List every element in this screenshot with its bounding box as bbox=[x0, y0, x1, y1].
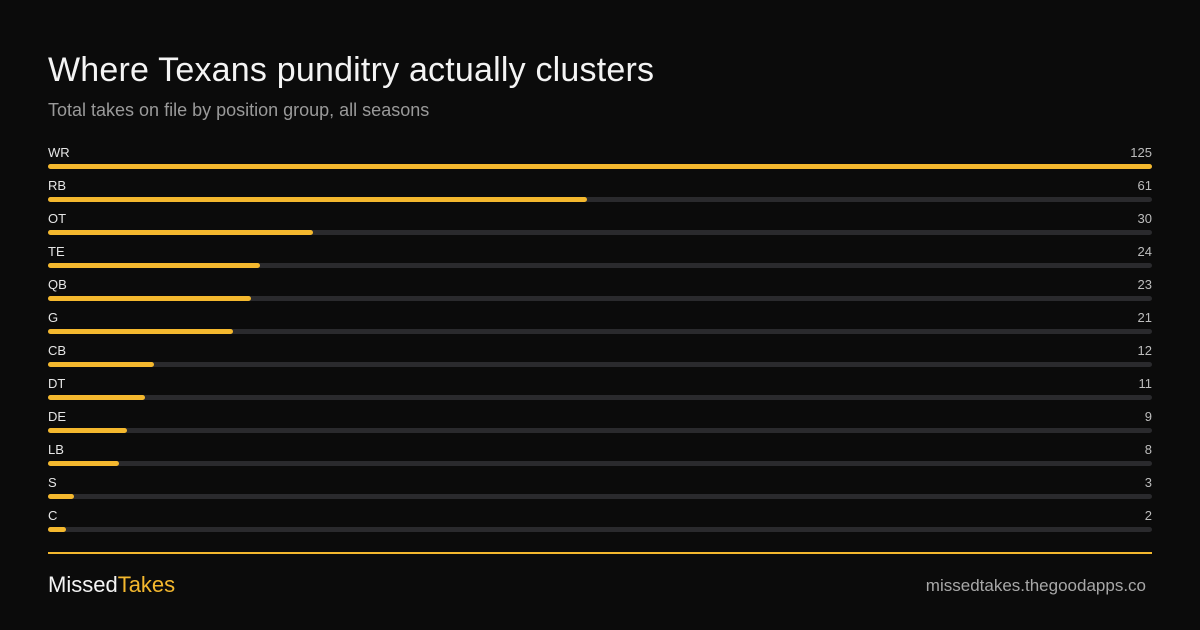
chart-subtitle: Total takes on file by position group, a… bbox=[48, 100, 430, 120]
value-label: 12 bbox=[1137, 343, 1152, 358]
value-label: 8 bbox=[1144, 442, 1152, 457]
site-url: missedtakes.thegoodapps.co bbox=[925, 576, 1146, 595]
value-label: 2 bbox=[1144, 508, 1152, 523]
category-label: OT bbox=[48, 211, 67, 226]
bar bbox=[48, 296, 252, 301]
bar-row: WR 125 bbox=[48, 145, 1152, 178]
value-label: 61 bbox=[1137, 178, 1152, 193]
bar-track bbox=[48, 329, 1152, 334]
bar-row: LB 8 bbox=[48, 442, 1152, 475]
bar-track bbox=[48, 197, 1152, 202]
category-label: DT bbox=[48, 376, 66, 391]
brand-name-second: Takes bbox=[117, 572, 176, 597]
bar-row: DE 9 bbox=[48, 409, 1152, 442]
bar-track bbox=[48, 362, 1152, 367]
category-label: G bbox=[48, 310, 59, 325]
category-label: S bbox=[48, 475, 57, 490]
value-label: 23 bbox=[1137, 277, 1152, 292]
bar bbox=[48, 494, 75, 499]
bar bbox=[48, 164, 1152, 169]
bar bbox=[48, 329, 234, 334]
category-label: C bbox=[48, 508, 58, 523]
category-label: CB bbox=[48, 343, 67, 358]
bar-track bbox=[48, 395, 1152, 400]
bar-track bbox=[48, 164, 1152, 169]
bar bbox=[48, 362, 154, 367]
chart-title: Where Texans punditry actually clusters bbox=[48, 51, 655, 89]
category-label: DE bbox=[48, 409, 67, 424]
category-label: TE bbox=[48, 244, 65, 259]
bar bbox=[48, 197, 587, 202]
category-label: QB bbox=[48, 277, 67, 292]
category-label: RB bbox=[48, 178, 67, 193]
bar-row: DT 11 bbox=[48, 376, 1152, 409]
bar-track bbox=[48, 263, 1152, 268]
bar bbox=[48, 395, 146, 400]
bar-chart: WR 125 RB 61 OT 30 TE 24 QB 23 G 21 CB 12 DT 11 DE 9 LB 8 S 3… bbox=[48, 145, 1152, 541]
bar-track bbox=[48, 296, 1152, 301]
bar bbox=[48, 527, 66, 532]
bar-row: RB 61 bbox=[48, 178, 1152, 211]
value-label: 21 bbox=[1137, 310, 1152, 325]
bar-row: CB 12 bbox=[48, 343, 1152, 376]
brand-name-first: Missed bbox=[48, 572, 118, 597]
value-label: 3 bbox=[1144, 475, 1152, 490]
bar-row: QB 23 bbox=[48, 277, 1152, 310]
bar-track bbox=[48, 527, 1152, 532]
bar-track bbox=[48, 428, 1152, 433]
value-label: 11 bbox=[1138, 376, 1153, 391]
bar-row: OT 30 bbox=[48, 211, 1152, 244]
category-label: LB bbox=[48, 442, 64, 457]
bar-row: G 21 bbox=[48, 310, 1152, 343]
value-label: 30 bbox=[1137, 211, 1152, 226]
value-label: 24 bbox=[1137, 244, 1152, 259]
value-label: 125 bbox=[1130, 145, 1152, 160]
bar bbox=[48, 428, 128, 433]
footer-divider bbox=[48, 552, 1152, 554]
value-label: 9 bbox=[1144, 409, 1152, 424]
brand-logo: MissedTakes bbox=[48, 572, 175, 598]
category-label: WR bbox=[48, 145, 70, 160]
bar bbox=[48, 230, 313, 235]
bar bbox=[48, 461, 119, 466]
bar-track bbox=[48, 494, 1152, 499]
bar-row: TE 24 bbox=[48, 244, 1152, 277]
bar bbox=[48, 263, 260, 268]
bar-track bbox=[48, 230, 1152, 235]
bar-track bbox=[48, 461, 1152, 466]
